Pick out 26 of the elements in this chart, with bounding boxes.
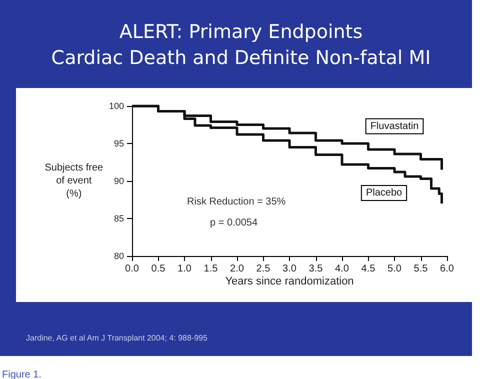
chart-title: ALERT: Primary Endpoints Cardiac Death and Definite Non-fatal MI	[51, 21, 431, 69]
x-tick-label: 1.0	[178, 264, 192, 274]
y-axis-title: Subjects free of event (%)	[44, 162, 104, 200]
series-label: Placebo	[366, 188, 403, 198]
x-tick-label: 4.0	[335, 264, 350, 274]
x-tick-label: 2.0	[230, 264, 244, 274]
x-tick-label: 4.5	[361, 264, 376, 274]
y-tick-label: 90	[114, 176, 124, 186]
text: Jardine, AG et al Am J Transplant 2004; 4: 988-995	[26, 334, 208, 342]
x-tick-label: 3.5	[308, 264, 324, 274]
x-tick-label: 6.0	[440, 264, 454, 274]
x-tick-label: 1.5	[204, 264, 218, 274]
x-tick-label: 0.5	[151, 264, 166, 274]
x-axis-title: Years since randomization	[225, 276, 354, 288]
y-tick-label: 100	[108, 101, 124, 111]
annotation: Risk Reduction = 35%	[187, 196, 286, 208]
x-tick-label: 2.5	[256, 264, 271, 274]
x-tick-label: 5.5	[414, 264, 428, 274]
x-tick-label: 5.0	[388, 264, 402, 274]
series-label: Fluvastatin	[370, 120, 419, 132]
x-tick-label: 3.0	[282, 264, 297, 274]
x-tick-label: 0.0	[125, 264, 140, 274]
annotation: p = 0.0054	[210, 218, 258, 228]
y-tick-label: 80	[114, 251, 124, 261]
y-tick-label: 95	[114, 138, 124, 148]
y-tick-label: 85	[114, 214, 124, 224]
